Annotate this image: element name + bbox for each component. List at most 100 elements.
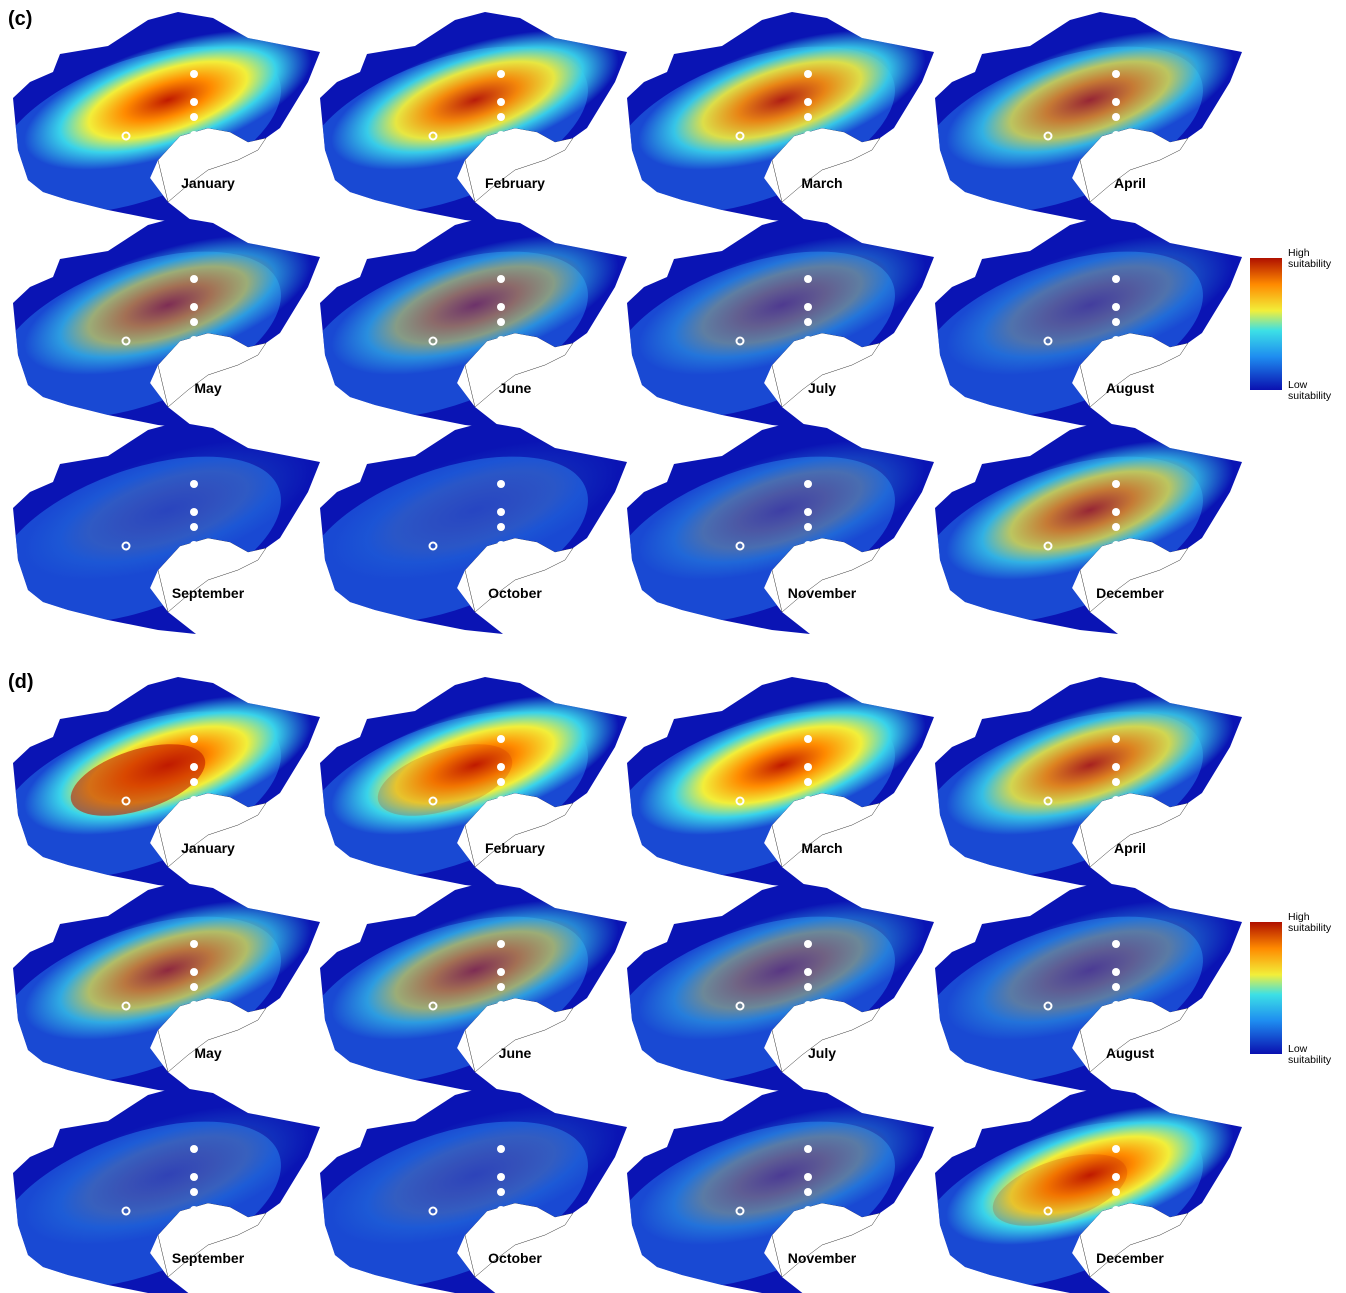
month-label: March <box>801 840 842 856</box>
station <box>190 778 198 786</box>
month-label: May <box>194 1045 221 1061</box>
sea-area <box>0 871 328 1117</box>
month-label: February <box>485 175 545 191</box>
station <box>190 70 198 78</box>
map: March <box>587 1 942 247</box>
panel-label: (d) <box>8 671 34 693</box>
station <box>497 303 505 311</box>
station <box>497 778 505 786</box>
station <box>1112 778 1120 786</box>
map: November <box>587 1076 942 1293</box>
map: April <box>895 1 1250 247</box>
station <box>497 336 505 344</box>
station <box>497 113 505 121</box>
sea-area <box>0 411 328 657</box>
sea-area <box>895 411 1250 657</box>
map: October <box>280 411 635 657</box>
map: September <box>0 411 328 657</box>
station <box>804 275 812 283</box>
figure-canvas: (c)JanuaryFebruaryMarchAprilMayJuneJulyA… <box>0 0 1346 1293</box>
figure: (c)JanuaryFebruaryMarchAprilMayJuneJulyA… <box>0 0 1346 1293</box>
station <box>1112 523 1120 531</box>
station <box>497 98 505 106</box>
station <box>1112 968 1120 976</box>
station <box>190 940 198 948</box>
month-label: February <box>485 840 545 856</box>
month-label: August <box>1106 1045 1155 1061</box>
month-label: June <box>499 1045 532 1061</box>
sea-area <box>587 206 942 452</box>
station <box>1112 940 1120 948</box>
month-label: May <box>194 380 221 396</box>
sea-area <box>895 1076 1250 1293</box>
month-label: January <box>181 840 235 856</box>
station <box>804 131 812 139</box>
sea-area <box>0 666 328 912</box>
station <box>190 275 198 283</box>
station <box>190 303 198 311</box>
station <box>804 70 812 78</box>
map: December <box>895 1076 1250 1293</box>
month-label: April <box>1114 840 1146 856</box>
station <box>1112 1206 1120 1214</box>
sea-area <box>587 666 942 912</box>
station <box>804 508 812 516</box>
station <box>1112 1173 1120 1181</box>
station <box>190 1173 198 1181</box>
month-label: July <box>808 380 836 396</box>
sea-area <box>895 1 1250 247</box>
month-label: November <box>788 1250 857 1266</box>
panel-label: (c) <box>8 8 32 30</box>
map: May <box>0 871 328 1117</box>
map: December <box>895 411 1250 657</box>
station <box>1112 796 1120 804</box>
sea-area <box>587 1 942 247</box>
sea-area <box>0 1 328 247</box>
station <box>1112 1188 1120 1196</box>
sea-area <box>280 206 635 452</box>
map: February <box>280 666 635 912</box>
station <box>1112 98 1120 106</box>
map: October <box>280 1076 635 1293</box>
month-label: November <box>788 585 857 601</box>
station <box>190 968 198 976</box>
station <box>804 735 812 743</box>
station <box>190 98 198 106</box>
station <box>190 336 198 344</box>
station <box>497 131 505 139</box>
month-label: September <box>172 585 245 601</box>
station <box>1112 480 1120 488</box>
station <box>190 763 198 771</box>
station <box>497 1206 505 1214</box>
legend-label: suitability <box>1288 390 1332 402</box>
station <box>190 1188 198 1196</box>
station <box>804 1173 812 1181</box>
station <box>190 113 198 121</box>
sea-area <box>0 206 328 452</box>
station <box>1112 70 1120 78</box>
map: May <box>0 206 328 452</box>
map: September <box>0 1076 328 1293</box>
legend-label: suitability <box>1288 922 1332 934</box>
map: June <box>280 871 635 1117</box>
station <box>497 1001 505 1009</box>
station <box>497 735 505 743</box>
station <box>1112 318 1120 326</box>
station <box>804 1188 812 1196</box>
station <box>804 763 812 771</box>
sea-area <box>895 871 1250 1117</box>
station <box>497 523 505 531</box>
sea-area <box>280 411 635 657</box>
station <box>497 1188 505 1196</box>
legend-label: suitability <box>1288 1054 1332 1066</box>
station <box>804 1206 812 1214</box>
colorbar <box>1250 922 1282 1054</box>
station <box>804 303 812 311</box>
map: August <box>895 871 1250 1117</box>
station <box>190 1001 198 1009</box>
sea-area <box>895 666 1250 912</box>
station <box>497 983 505 991</box>
station <box>1112 541 1120 549</box>
map: July <box>587 206 942 452</box>
sea-area <box>280 1 635 247</box>
